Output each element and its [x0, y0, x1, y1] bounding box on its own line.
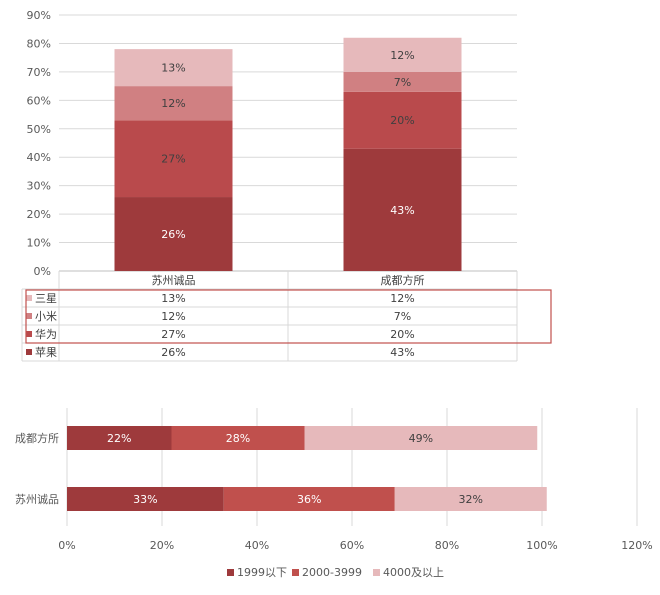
y-category-label: 苏州诚品	[15, 493, 59, 506]
y-tick-label: 60%	[27, 94, 51, 107]
legend-label: 1999以下	[237, 566, 287, 579]
y-tick-label: 40%	[27, 151, 51, 164]
x-tick-label: 100%	[526, 539, 557, 552]
bar-segment	[171, 426, 305, 450]
table-cell: 12%	[161, 310, 185, 323]
y-tick-label: 20%	[27, 208, 51, 221]
data-label: 7%	[394, 76, 411, 89]
legend-label: 4000及以上	[383, 566, 444, 579]
x-tick-label: 80%	[435, 539, 459, 552]
bar-segment	[394, 487, 547, 511]
bar-segment	[114, 86, 233, 121]
legend-swatch	[26, 313, 32, 319]
data-label: 20%	[390, 114, 414, 127]
y-tick-label: 50%	[27, 123, 51, 136]
table-category-label: 成都方所	[381, 273, 425, 287]
y-tick-label: 0%	[34, 265, 51, 278]
data-label: 49%	[409, 432, 433, 445]
bar-segment	[343, 37, 462, 72]
highlight-box	[25, 289, 552, 344]
data-label: 28%	[226, 432, 250, 445]
bar-segment	[343, 91, 462, 149]
data-label: 26%	[161, 228, 185, 241]
y-tick-label: 70%	[27, 66, 51, 79]
data-label: 27%	[161, 153, 185, 166]
table-cell: 27%	[161, 328, 185, 341]
table-cell: 26%	[161, 346, 185, 359]
data-label: 13%	[161, 62, 185, 75]
table-row-label: 华为	[35, 327, 57, 341]
bar-segment	[343, 148, 462, 271]
data-label: 22%	[107, 432, 131, 445]
legend-swatch	[373, 569, 380, 576]
x-tick-label: 40%	[245, 539, 269, 552]
x-tick-label: 20%	[150, 539, 174, 552]
x-tick-label: 60%	[340, 539, 364, 552]
bar-segment	[114, 49, 233, 87]
data-label: 12%	[161, 97, 185, 110]
y-tick-label: 30%	[27, 180, 51, 193]
x-tick-label: 120%	[621, 539, 652, 552]
data-label: 32%	[459, 493, 483, 506]
bar-segment	[343, 71, 462, 92]
legend-swatch	[292, 569, 299, 576]
data-label: 12%	[390, 49, 414, 62]
bar-segment	[67, 426, 172, 450]
y-category-label: 成都方所	[15, 431, 59, 445]
bar-segment	[304, 426, 538, 450]
table-cell: 7%	[394, 310, 411, 323]
bar-segment	[67, 487, 224, 511]
table-cell: 12%	[390, 292, 414, 305]
legend-swatch	[26, 295, 32, 301]
table-cell: 43%	[390, 346, 414, 359]
table-cell: 20%	[390, 328, 414, 341]
y-tick-label: 90%	[27, 9, 51, 22]
table-cell: 13%	[161, 292, 185, 305]
data-label: 33%	[133, 493, 157, 506]
legend-swatch	[26, 331, 32, 337]
bar-segment	[114, 197, 233, 271]
legend-swatch	[26, 349, 32, 355]
table-category-label: 苏州诚品	[152, 274, 196, 287]
table-row-label: 苹果	[35, 345, 57, 359]
y-tick-label: 80%	[27, 37, 51, 50]
table-row-label: 小米	[35, 310, 57, 323]
bar-segment	[223, 487, 395, 511]
x-tick-label: 0%	[58, 539, 75, 552]
data-label: 43%	[390, 204, 414, 217]
legend-label: 2000-3999	[302, 566, 362, 579]
bar-segment	[114, 120, 233, 198]
data-label: 36%	[297, 493, 321, 506]
legend-swatch	[227, 569, 234, 576]
table-row-label: 三星	[35, 292, 57, 305]
y-tick-label: 10%	[27, 237, 51, 250]
